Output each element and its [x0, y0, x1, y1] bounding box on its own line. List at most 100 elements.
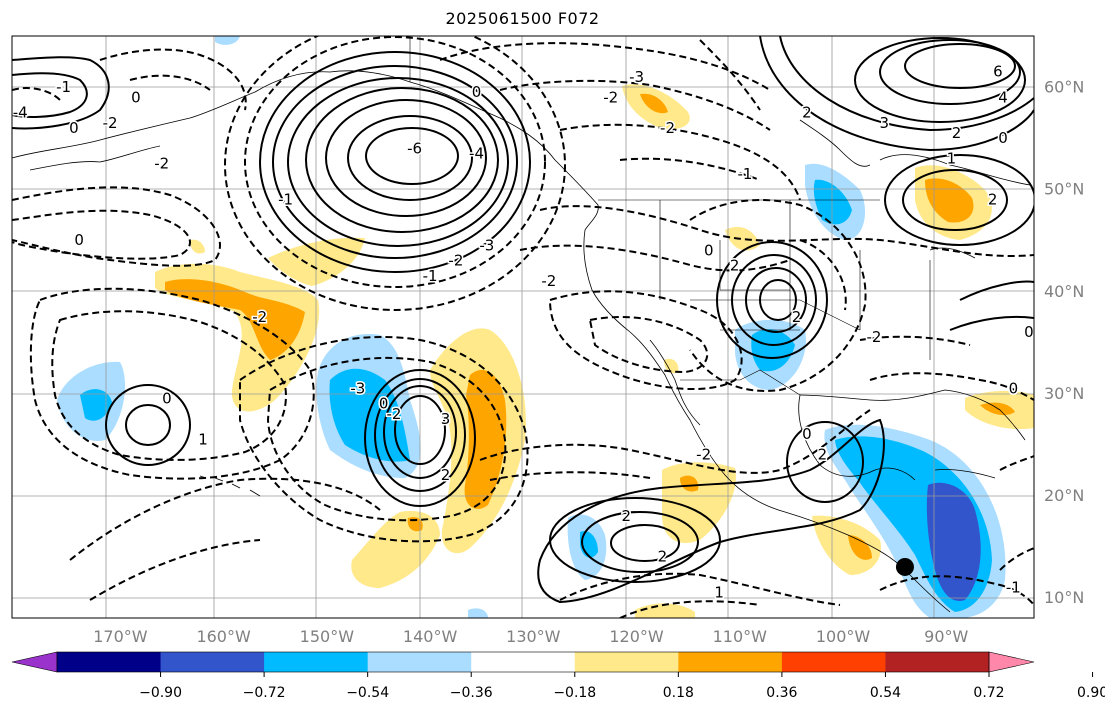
political-borders — [409, 36, 931, 396]
contour-label: -2 — [252, 308, 267, 326]
contour-label: -4 — [13, 104, 28, 122]
contour-label: 3 — [880, 114, 890, 132]
contour-label: 2 — [952, 124, 962, 142]
contour-label: 6 — [993, 63, 1003, 81]
colorbar-tick-label: −0.18 — [553, 685, 596, 701]
colorbar-swatch — [471, 652, 576, 672]
longitude-label: 90°W — [924, 627, 968, 646]
contour-label: 0 — [802, 425, 812, 443]
longitude-labels: 170°W 160°W 150°W 140°W 130°W 120°W 110°W 100°W… — [93, 627, 968, 646]
colorbar-swatch — [57, 652, 162, 672]
dashed-contours — [12, 36, 1034, 618]
colorbar — [11, 651, 1035, 673]
contour-label: -1 — [423, 267, 438, 285]
contour-label: -1 — [737, 165, 752, 183]
colorbar-tick-label: −0.54 — [346, 685, 389, 701]
contour-label: 2 — [621, 507, 631, 525]
chart-title: 2025061500 F072 — [445, 9, 600, 28]
colorbar-tick-label: −0.72 — [243, 685, 286, 701]
map-frame — [11, 35, 1035, 619]
contour-label: -1 — [56, 78, 71, 96]
graticule — [12, 36, 1034, 618]
contour-label: -2 — [660, 119, 675, 137]
latitude-label: 20°N — [1044, 486, 1084, 505]
colorbar-swatch — [367, 652, 472, 672]
latitude-label: 10°N — [1044, 588, 1084, 607]
colorbar-tick-label: 0.36 — [766, 685, 797, 701]
latitude-label: 30°N — [1044, 384, 1084, 403]
latitude-labels: 60°N 50°N 40°N 30°N 20°N 10°N — [1044, 78, 1084, 608]
contour-label: 2 — [802, 104, 812, 122]
contour-label: 0 — [131, 88, 141, 106]
contour-label: 0 — [704, 241, 714, 259]
contour-label: 0 — [998, 129, 1008, 147]
colorbar-swatch — [264, 652, 369, 672]
negative-shading — [57, 36, 1006, 618]
location-marker — [895, 557, 914, 576]
contour-label: 0 — [1009, 379, 1019, 397]
colorbar-swatch — [574, 652, 679, 672]
colorbar-over-triangle — [988, 651, 1035, 673]
longitude-label: 140°W — [403, 627, 458, 646]
colorbar-tick-label: 0.72 — [973, 685, 1004, 701]
contour-label: -2 — [448, 252, 463, 270]
contour-label: 0 — [472, 83, 482, 101]
contour-label: -3 — [629, 68, 644, 86]
solid-contours — [12, 36, 1034, 604]
longitude-label: 110°W — [713, 627, 768, 646]
contour-label: -2 — [603, 88, 618, 106]
contour-label: 2 — [730, 257, 740, 275]
contour-label: 0 — [1024, 323, 1034, 341]
colorbar-tick-label: 0.90 — [1077, 685, 1105, 701]
contour-label: -2 — [103, 114, 118, 132]
longitude-label: 130°W — [506, 627, 561, 646]
latitude-label: 60°N — [1044, 78, 1084, 97]
latitude-label: 50°N — [1044, 180, 1084, 199]
coastlines — [12, 70, 1031, 613]
contour-label: 1 — [947, 150, 957, 168]
contour-label: -3 — [479, 236, 494, 254]
contour-labels: -10 -2-40-20-1-6 -40-2-3-1 -2-3-2-2-1232641… — [12, 61, 1034, 603]
longitude-label: 100°W — [816, 627, 871, 646]
contour-label: 2 — [818, 446, 828, 464]
contour-label: -3 — [350, 379, 365, 397]
longitude-label: 160°W — [196, 627, 251, 646]
map-area: -10 -2-40-20-1-6 -40-2-3-1 -2-3-2-2-1232641… — [12, 36, 1034, 618]
contour-label: 0 — [162, 389, 172, 407]
colorbar-tick-label: 0.18 — [663, 685, 694, 701]
contour-label: 1 — [198, 430, 208, 448]
contour-label: -2 — [696, 446, 711, 464]
contour-label: -1 — [1006, 578, 1021, 596]
contour-label: -6 — [407, 139, 422, 157]
longitude-label: 150°W — [300, 627, 355, 646]
contour-label: -2 — [541, 272, 556, 290]
contour-label: -2 — [867, 328, 882, 346]
colorbar-tick-label: 0.54 — [870, 685, 901, 701]
contour-label: 2 — [441, 466, 451, 484]
colorbar-swatch — [160, 652, 265, 672]
colorbar-tick-label: −0.90 — [139, 685, 182, 701]
colorbar-ticks: −0.90 −0.72 −0.54 −0.36 −0.18 0.18 0.36 0.54 0.7… — [139, 672, 1105, 701]
colorbar-under-triangle — [11, 651, 58, 673]
colorbar-swatch — [678, 652, 783, 672]
contour-label: 1 — [714, 583, 724, 601]
colorbar-frame — [56, 651, 990, 673]
latitude-label: 40°N — [1044, 282, 1084, 301]
colorbar-swatch — [885, 652, 990, 672]
colorbar-tick-label: −0.36 — [450, 685, 493, 701]
contour-label: 0 — [74, 231, 84, 249]
contour-label: 3 — [441, 410, 451, 428]
contour-label: 2 — [988, 190, 998, 208]
contour-label: 0 — [379, 395, 389, 413]
longitude-label: 170°W — [93, 627, 148, 646]
contour-label: 2 — [658, 548, 668, 566]
contour-label: 0 — [69, 119, 79, 137]
contour-label: -4 — [469, 144, 484, 162]
contour-label: -2 — [386, 405, 401, 423]
contour-label: -1 — [278, 190, 293, 208]
longitude-label: 120°W — [609, 627, 664, 646]
contour-label: 2 — [792, 308, 802, 326]
contour-label: 4 — [998, 88, 1008, 106]
colorbar-swatch — [781, 652, 886, 672]
